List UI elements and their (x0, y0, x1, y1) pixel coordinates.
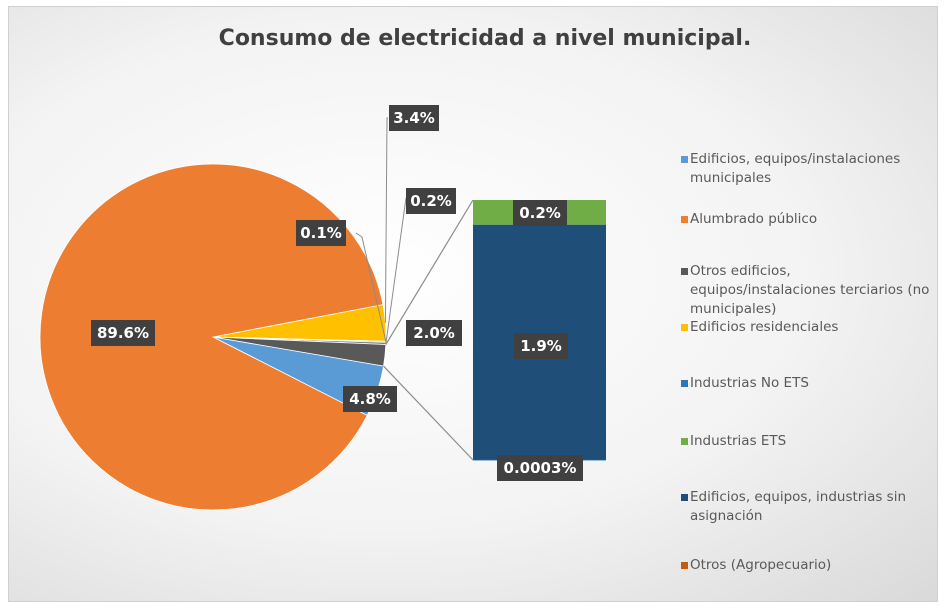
data-label-bar-sin-asignacion-box (514, 333, 568, 359)
legend-item: Edificios, equipos/instalaciones municip… (681, 150, 940, 188)
legend-item: Otros (Agropecuario) (681, 556, 940, 575)
data-label-bar-sin-asignacion: 1.9% (520, 337, 562, 355)
legend-label: Edificios, equipos, industrias sin asign… (690, 489, 907, 524)
legend-swatch (681, 216, 688, 223)
legend-swatch (681, 380, 688, 387)
legend-swatch (681, 324, 688, 331)
leader-line-agropecuario (355, 232, 387, 342)
data-label-otros-box (406, 320, 462, 346)
legend-label: Otros (Agropecuario) (690, 557, 832, 573)
data-label-terciarios-box (406, 188, 456, 214)
data-label-bar-ets-box (513, 200, 567, 226)
connector-line-top (385, 199, 474, 345)
chart-title: Consumo de electricidad a nivel municipa… (218, 26, 752, 51)
legend-label: Industrias No ETS (690, 375, 809, 391)
legend-label: Otros edificios, equipos/instalaciones t… (690, 263, 930, 317)
legend-label: Alumbrado público (690, 211, 818, 227)
legend-label: Edificios residenciales (690, 319, 839, 335)
data-label-alumbrado-box (91, 320, 155, 346)
legend-item: Edificios residenciales (681, 318, 940, 337)
legend-label: Edificios, equipos/instalaciones municip… (690, 151, 901, 186)
data-label-bar-ets: 0.2% (519, 204, 561, 222)
connector-line-bottom (383, 365, 474, 461)
data-label-municipales-box (343, 386, 397, 412)
legend-item: Otros edificios, equipos/instalaciones t… (681, 262, 940, 319)
legend-swatch (681, 156, 688, 163)
legend-item: Industrias ETS (681, 432, 940, 451)
legend-label: Industrias ETS (690, 433, 787, 449)
data-label-alumbrado: 89.6% (97, 324, 149, 342)
legend-item: Industrias No ETS (681, 374, 940, 393)
data-label-agropecuario-box (296, 220, 346, 246)
data-label-otros: 2.0% (413, 324, 455, 342)
legend-swatch (681, 562, 688, 569)
data-label-municipales: 4.8% (349, 390, 391, 408)
pie-slice-alumbrado (39, 163, 384, 511)
legend-item: Alumbrado público (681, 210, 940, 229)
data-label-agropecuario: 0.1% (300, 224, 342, 242)
legend-swatch (681, 494, 688, 501)
data-label-terciarios: 0.2% (410, 192, 452, 210)
data-label-residenciales: 3.4% (393, 109, 435, 127)
data-label-bar-no-ets: 0.0003% (504, 459, 577, 477)
data-label-residenciales-box (389, 105, 439, 131)
leader-line-residenciales (384, 117, 388, 323)
legend-swatch (681, 268, 688, 275)
data-label-bar-no-ets-box (497, 455, 583, 481)
legend-swatch (681, 438, 688, 445)
legend-item: Edificios, equipos, industrias sin asign… (681, 488, 940, 526)
